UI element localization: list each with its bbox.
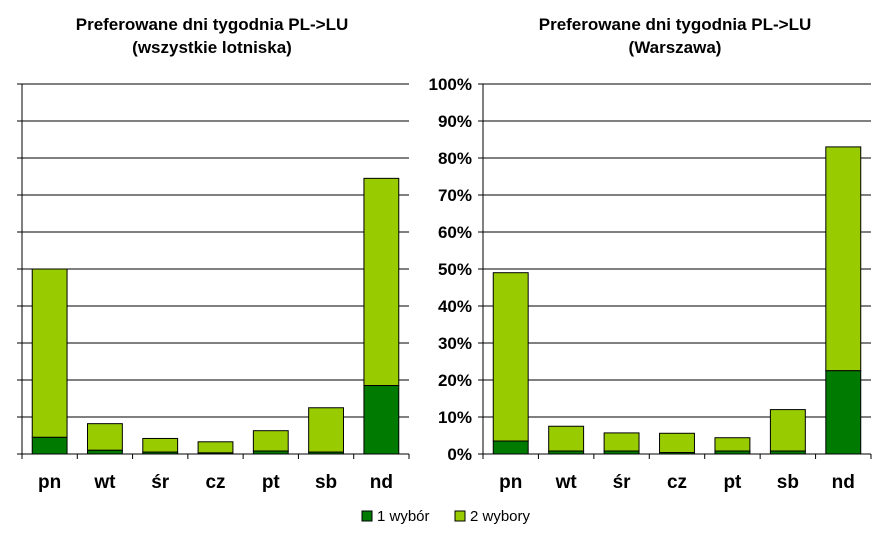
y-tick-label: 60% — [438, 223, 472, 242]
y-tick-label: 40% — [438, 297, 472, 316]
legend-label: 1 wybór — [377, 508, 430, 525]
bar-segment-1-wybor — [825, 370, 862, 455]
bar-segment-2-wybory — [197, 441, 234, 454]
x-tick-label: cz — [205, 472, 225, 493]
x-tick-label: wt — [555, 472, 578, 493]
x-tick-label: pn — [38, 472, 61, 493]
bar-segment-1-wybor — [492, 440, 529, 455]
y-tick-label: 30% — [438, 334, 472, 353]
x-tick-label: sb — [777, 472, 799, 493]
x-tick-label: nd — [832, 472, 855, 493]
legend-swatch — [361, 510, 373, 522]
bar-segment-1-wybor — [603, 450, 640, 455]
bar-segment-2-wybory — [308, 407, 344, 453]
x-tick-label: śr — [613, 472, 632, 493]
y-tick-label: 10% — [438, 408, 472, 427]
bar-segment-1-wybor — [31, 436, 68, 455]
bar-segment-1-wybor — [363, 385, 400, 455]
x-tick-label: pt — [723, 472, 742, 493]
x-tick-label: śr — [151, 472, 170, 493]
bar-segment-1-wybor — [548, 450, 585, 455]
x-tick-label: pn — [499, 472, 522, 493]
bar-segment-1-wybor — [197, 452, 234, 455]
chart-subtitle: (wszystkie lotniska) — [132, 38, 292, 57]
bar-segment-1-wybor — [142, 451, 179, 455]
x-tick-label: nd — [370, 472, 393, 493]
bar-segment-1-wybor — [714, 450, 751, 455]
bar-segment-2-wybory — [363, 177, 400, 387]
x-tick-label: wt — [93, 472, 116, 493]
chart-subtitle: (Warszawa) — [629, 38, 722, 57]
y-tick-label: 0% — [447, 445, 472, 464]
bar-segment-1-wybor — [659, 452, 695, 455]
chart-panel-all-airports: Preferowane dni tygodnia PL->LU (wszystki… — [17, 15, 410, 493]
bar-segment-2-wybory — [142, 437, 179, 453]
chart-title: Preferowane dni tygodnia PL->LU — [76, 15, 349, 34]
y-tick-label: 20% — [438, 371, 472, 390]
bar-segment-2-wybory — [31, 268, 68, 438]
x-tick-label: pt — [262, 472, 281, 493]
x-tick-label: sb — [315, 472, 337, 493]
bar-segment-1-wybor — [87, 449, 123, 455]
bar-segment-2-wybory — [659, 432, 695, 454]
bar-segment-2-wybory — [603, 432, 640, 452]
legend: 1 wybór 2 wybory — [361, 508, 531, 525]
x-tick-label: cz — [667, 472, 687, 493]
y-tick-label: 90% — [438, 112, 472, 131]
bar-segment-2-wybory — [252, 430, 289, 452]
chart-panel-warsaw: Preferowane dni tygodnia PL->LU (Warszawa… — [429, 15, 872, 493]
bar-segment-1-wybor — [308, 451, 344, 455]
y-tick-label: 50% — [438, 260, 472, 279]
y-tick-label: 80% — [438, 149, 472, 168]
bar-segment-2-wybory — [87, 423, 123, 451]
bar-segment-2-wybory — [714, 437, 751, 452]
bar-segment-1-wybor — [252, 450, 289, 455]
chart-title: Preferowane dni tygodnia PL->LU — [539, 15, 812, 34]
y-tick-label: 100% — [429, 75, 472, 94]
bar-segment-1-wybor — [769, 450, 806, 455]
legend-label: 2 wybory — [470, 508, 531, 525]
bar-segment-2-wybory — [492, 272, 529, 442]
bar-segment-2-wybory — [769, 409, 806, 452]
y-tick-label: 70% — [438, 186, 472, 205]
bar-segment-2-wybory — [825, 146, 862, 372]
bar-segment-2-wybory — [548, 425, 585, 452]
legend-swatch — [454, 510, 466, 522]
